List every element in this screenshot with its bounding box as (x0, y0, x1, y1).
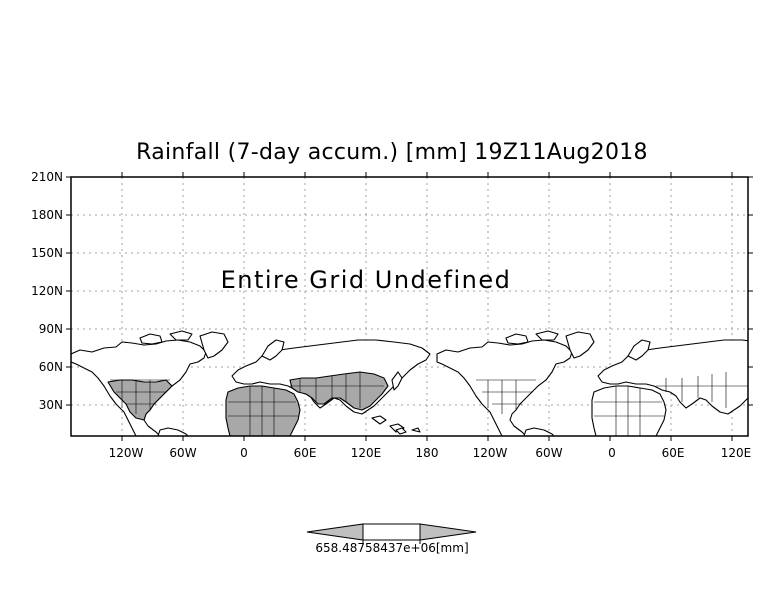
se-asia-islands-left (371, 415, 405, 433)
lon-tick-label: 60E (294, 446, 317, 460)
lon-tick-label: 120E (721, 446, 752, 460)
asia-shaded-left (289, 371, 389, 411)
lat-tick-label: 60N (39, 360, 63, 374)
lon-tick-label: 120W (473, 446, 508, 460)
lon-tick-label: 180 (416, 446, 439, 460)
lat-tick-label: 90N (39, 322, 63, 336)
lat-tick-label: 180N (31, 208, 63, 222)
lon-tick-label: 0 (608, 446, 616, 460)
colorbar-box (362, 523, 421, 541)
lon-tick-label: 60E (662, 446, 685, 460)
south-america-right (523, 427, 555, 436)
lon-tick-label: 120E (351, 446, 382, 460)
arctic-islands-left (139, 330, 193, 345)
colorbar-label: 658.48758437e+06[mm] (315, 541, 469, 555)
africa-shaded-left (225, 385, 301, 436)
map-title: Rainfall (7-day accum.) [mm] 19Z11Aug201… (136, 140, 648, 165)
colorbar-right-arrow (419, 523, 477, 541)
lon-tick-label: 120W (109, 446, 144, 460)
lat-tick-label: 210N (31, 170, 63, 184)
color-bar (306, 523, 477, 544)
arctic-islands-right (505, 330, 559, 345)
scandinavia-right (627, 339, 651, 361)
lat-tick-label: 120N (31, 284, 63, 298)
southern-land-fragments (395, 427, 421, 435)
north-america-right (436, 339, 573, 436)
lon-axis: 120W 60W 0 60E 120E 180 120W 60W 0 60E 1… (109, 172, 752, 460)
map-frame (70, 176, 749, 437)
colorbar-left-arrow (306, 523, 364, 541)
lat-axis: 210N 180N 150N 120N 90N 60N 30N (31, 170, 753, 412)
greenland-right (565, 331, 595, 359)
lat-tick-label: 30N (39, 398, 63, 412)
japan-left (391, 371, 403, 391)
lon-tick-label: 60W (169, 446, 196, 460)
south-america-left (157, 427, 189, 436)
greenland-left (199, 331, 229, 359)
undefined-grid-message: Entire Grid Undefined (221, 266, 512, 294)
africa-right (591, 385, 667, 436)
lat-tick-label: 150N (31, 246, 63, 260)
lon-tick-label: 60W (535, 446, 562, 460)
scandinavia-left (261, 339, 285, 361)
lon-tick-label: 0 (240, 446, 248, 460)
